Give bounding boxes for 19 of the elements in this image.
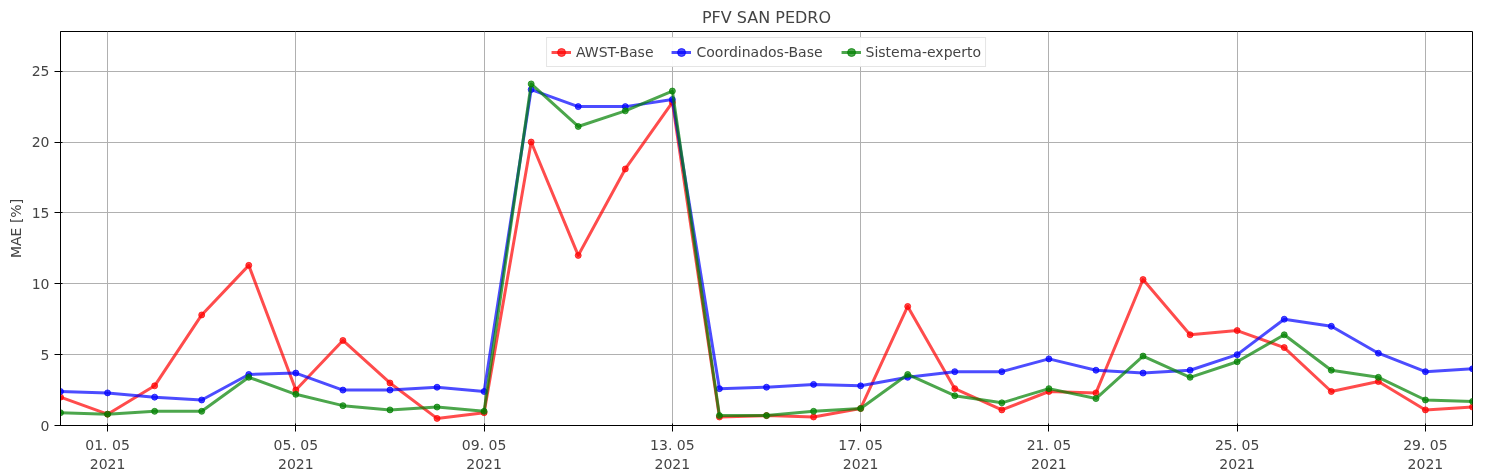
x-tick-label: 17. 05 2021 [838,436,883,472]
x-tick-label: 09. 05 2021 [461,436,507,472]
y-tick-label: 20 [31,134,50,151]
y-tick-label: 25 [31,63,50,80]
x-tick-label: 29. 05 2021 [1403,436,1448,472]
y-tick-label: 5 [40,346,50,363]
chart-title: PFV SAN PEDRO [701,7,832,27]
y-axis-title: MAE [%] [7,198,24,259]
x-tick-label: 01. 05 2021 [85,436,130,472]
y-tick-label: 15 [31,204,50,221]
legend-label: AWST-Base [576,44,654,60]
x-tick-label: 25. 05 2021 [1214,436,1260,472]
y-tick-label: 10 [31,275,50,292]
y-tick-label: 0 [40,417,50,434]
x-tick-label: 21. 05 2021 [1026,436,1072,472]
x-tick-label: 13. 05 2021 [650,436,695,472]
x-tick-label: 05. 05 2021 [273,436,319,472]
legend-label: Coordinados-Base [696,44,823,60]
legend-label: Sistema-experto [865,44,981,60]
